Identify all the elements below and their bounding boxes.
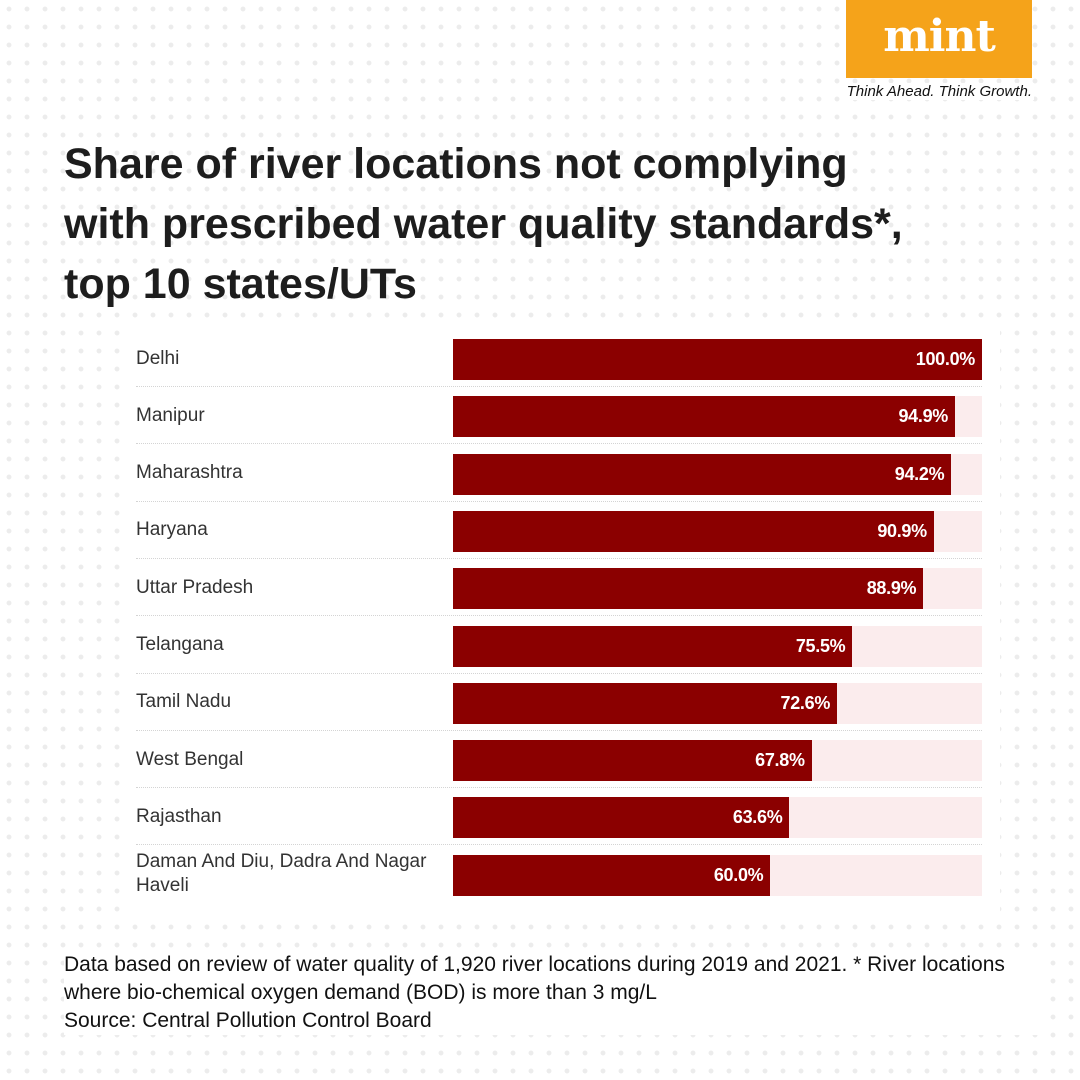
bar-track: 90.9% [453, 510, 982, 552]
chart-row: Rajasthan 63.6% [136, 788, 982, 846]
category-label: Delhi [136, 347, 180, 369]
row-divider [136, 443, 982, 445]
row-divider [136, 787, 982, 789]
row-divider [136, 729, 982, 731]
chart-title: Share of river locations not complying w… [64, 140, 903, 308]
bar-track: 60.0% [453, 854, 982, 896]
bar: 90.9% [453, 510, 934, 552]
category-label: West Bengal [136, 748, 244, 770]
category-label: Rajasthan [136, 805, 222, 827]
category-label: Tamil Nadu [136, 691, 232, 713]
source-note: Source: Central Pollution Control Board [64, 1009, 432, 1032]
chart-row: Manipur 94.9% [136, 387, 982, 445]
bar: 94.2% [453, 453, 952, 495]
chart-row: Daman And Diu, Dadra And Nagar Haveli 60.… [136, 846, 982, 903]
bar-track: 67.8% [453, 740, 982, 782]
logo-text: mint [883, 10, 996, 62]
row-divider [136, 844, 982, 846]
bar-track: 94.9% [453, 396, 982, 438]
bar-track: 100.0% [453, 339, 982, 380]
bar: 72.6% [453, 682, 838, 724]
category-label: Uttar Pradesh [136, 576, 254, 598]
category-label: Manipur [136, 404, 205, 426]
bar-track: 72.6% [453, 682, 982, 724]
chart-row: Maharashtra 94.2% [136, 445, 982, 502]
data-label: 67.8% [755, 750, 805, 771]
chart-row: Telangana 75.5% [136, 617, 982, 674]
data-label: 90.9% [877, 520, 927, 541]
chart-row: Haryana 90.9% [136, 502, 982, 559]
category-label: Telangana [136, 634, 224, 655]
row-divider [136, 672, 982, 674]
category-label: Haryana [136, 519, 208, 541]
footnote-note: Data based on review of water quality of… [64, 953, 1005, 1004]
bar-track: 75.5% [453, 625, 982, 667]
data-label: 60.0% [713, 864, 764, 885]
data-label: 94.2% [894, 463, 945, 484]
bar: 63.6% [453, 797, 790, 839]
bar-chart: Delhi 100.0% Manipur 94.9% Maharashtra 94.2% H… [120, 330, 1000, 920]
row-divider [136, 615, 982, 617]
data-label: 63.6% [732, 807, 783, 828]
data-label: 100.0% [915, 349, 976, 369]
category-label: Daman And Diu, Dadra And Nagar Haveli [136, 851, 427, 897]
bar: 60.0% [453, 854, 771, 896]
category-label: Maharashtra [136, 462, 243, 484]
bar: 67.8% [453, 740, 812, 782]
row-divider [136, 500, 982, 502]
chart-row: Tamil Nadu 72.6% [136, 674, 982, 731]
mint-logo: mint [846, 0, 1032, 78]
chart-row: Delhi 100.0% [136, 330, 982, 387]
bar: 88.9% [453, 568, 924, 610]
data-label: 88.9% [866, 578, 917, 599]
bar: 100.0% [453, 339, 982, 380]
row-divider [136, 386, 982, 387]
bar: 75.5% [453, 625, 853, 667]
footnote: Data based on review of water quality of… [64, 951, 1044, 1035]
bar: 94.9% [453, 396, 956, 438]
bar-track: 88.9% [453, 568, 982, 610]
row-divider [136, 557, 982, 559]
data-label: 72.6% [780, 692, 831, 713]
bar-track: 94.2% [453, 453, 982, 495]
data-label: 75.5% [795, 635, 846, 656]
tagline: Think Ahead. Think Growth. [844, 83, 1034, 100]
chart-row: West Bengal 67.8% [136, 731, 982, 789]
bar-track: 63.6% [453, 797, 982, 839]
data-label: 94.9% [898, 406, 949, 427]
chart-row: Uttar Pradesh 88.9% [136, 559, 982, 617]
